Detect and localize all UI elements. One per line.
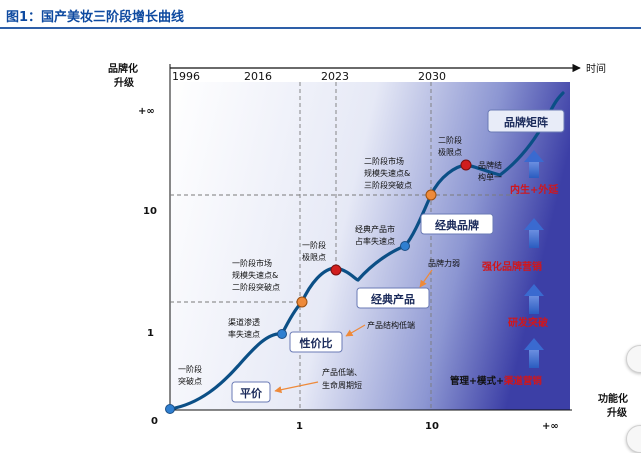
- stage-box-2: 性价比: [289, 331, 343, 353]
- curve-point: [460, 159, 472, 171]
- stage-box-label: 经典产品: [371, 292, 415, 306]
- note-arrow: [419, 269, 433, 288]
- strategy-text: 内生+外延: [510, 183, 559, 196]
- x-tick-label: +∞: [542, 421, 559, 432]
- strategy-text: 研发突破: [508, 316, 548, 329]
- annotation-text: 产品结构低端: [367, 320, 415, 330]
- annotation-text: 生命周期短: [322, 380, 362, 390]
- year-label: 2030: [418, 70, 446, 83]
- annotation-text: 三阶段突破点: [364, 180, 412, 190]
- stage-box-3: 经典产品: [356, 287, 430, 309]
- stage-box-label: 平价: [240, 387, 263, 400]
- up-arrow: [524, 284, 544, 314]
- annotation-text: 一阶段: [302, 240, 326, 250]
- stage-box-label: 经典品牌: [435, 218, 479, 232]
- strategy-text: 强化品牌营销: [482, 260, 542, 273]
- y-tick-label: 10: [143, 206, 157, 217]
- x-axis-label: 升级: [607, 406, 628, 419]
- figure-title: 图1：国产美妆三阶段增长曲线: [6, 10, 185, 25]
- y-axis-label: 升级: [114, 76, 135, 89]
- annotation-text: 二阶段市场: [364, 156, 404, 166]
- annotation-text: 规模失速点&: [364, 168, 410, 178]
- annotation-text: 产品低端、: [322, 367, 362, 377]
- annotation-text: 二阶段突破点: [232, 282, 280, 292]
- strategy-text-red: 渠道营销: [503, 375, 543, 387]
- strategy-text-prefix: 管理+模式+: [450, 375, 504, 387]
- annotation-text: 构单一: [478, 172, 502, 182]
- stage-box-5: 品牌矩阵: [487, 109, 565, 133]
- curve-point: [400, 241, 410, 251]
- annotation-text: 率失速点: [228, 329, 260, 339]
- annotation-text: 规模失速点&: [232, 270, 278, 280]
- y-tick-label: 1: [147, 328, 154, 339]
- annotation-text: 渠道渗透: [228, 317, 260, 327]
- note-arrow: [274, 381, 319, 394]
- y-tick-label: +∞: [138, 106, 155, 117]
- stage-box-label: 品牌矩阵: [504, 115, 548, 129]
- annotation-text: 占率失速点: [355, 236, 395, 246]
- stage-box-1: 平价: [231, 381, 271, 403]
- annotation-text: 一阶段市场: [232, 258, 272, 268]
- background-gradient: [170, 82, 570, 410]
- strategy-text: 管理+模式+渠道营销: [450, 375, 542, 387]
- year-label: 2023: [321, 70, 349, 83]
- curve-point: [277, 329, 287, 339]
- x-axis-label: 功能化: [598, 392, 628, 405]
- up-arrow: [524, 150, 544, 178]
- year-label: 1996: [172, 70, 200, 83]
- annotation-text: 一阶段: [178, 364, 202, 374]
- curve-point: [425, 189, 437, 201]
- year-label: 2016: [244, 70, 272, 83]
- curve-point: [296, 296, 308, 308]
- annotation-text: 品牌力弱: [428, 258, 460, 268]
- up-arrow: [524, 218, 544, 248]
- annotation-text: 品牌结: [478, 160, 502, 170]
- up-arrow: [524, 338, 544, 368]
- growth-curve: [168, 91, 565, 411]
- curve-point: [165, 404, 175, 414]
- x-tick-label: 10: [425, 421, 439, 432]
- annotation-text: 极限点: [302, 252, 326, 262]
- note-arrow: [345, 324, 366, 337]
- y-axis-label: 品牌化: [108, 62, 138, 75]
- annotation-text: 二阶段: [438, 135, 462, 145]
- annotation-text: 突破点: [178, 376, 202, 386]
- y-tick-label: 0: [151, 416, 158, 427]
- x-tick-label: 1: [296, 421, 303, 432]
- curve-point: [330, 264, 342, 276]
- stage-box-4: 经典品牌: [420, 213, 494, 235]
- annotation-text: 极限点: [438, 147, 462, 157]
- time-axis-label: 时间: [586, 62, 606, 75]
- title-rule: [0, 27, 641, 29]
- annotation-text: 经典产品市: [355, 224, 395, 234]
- stage-box-label: 性价比: [300, 336, 333, 350]
